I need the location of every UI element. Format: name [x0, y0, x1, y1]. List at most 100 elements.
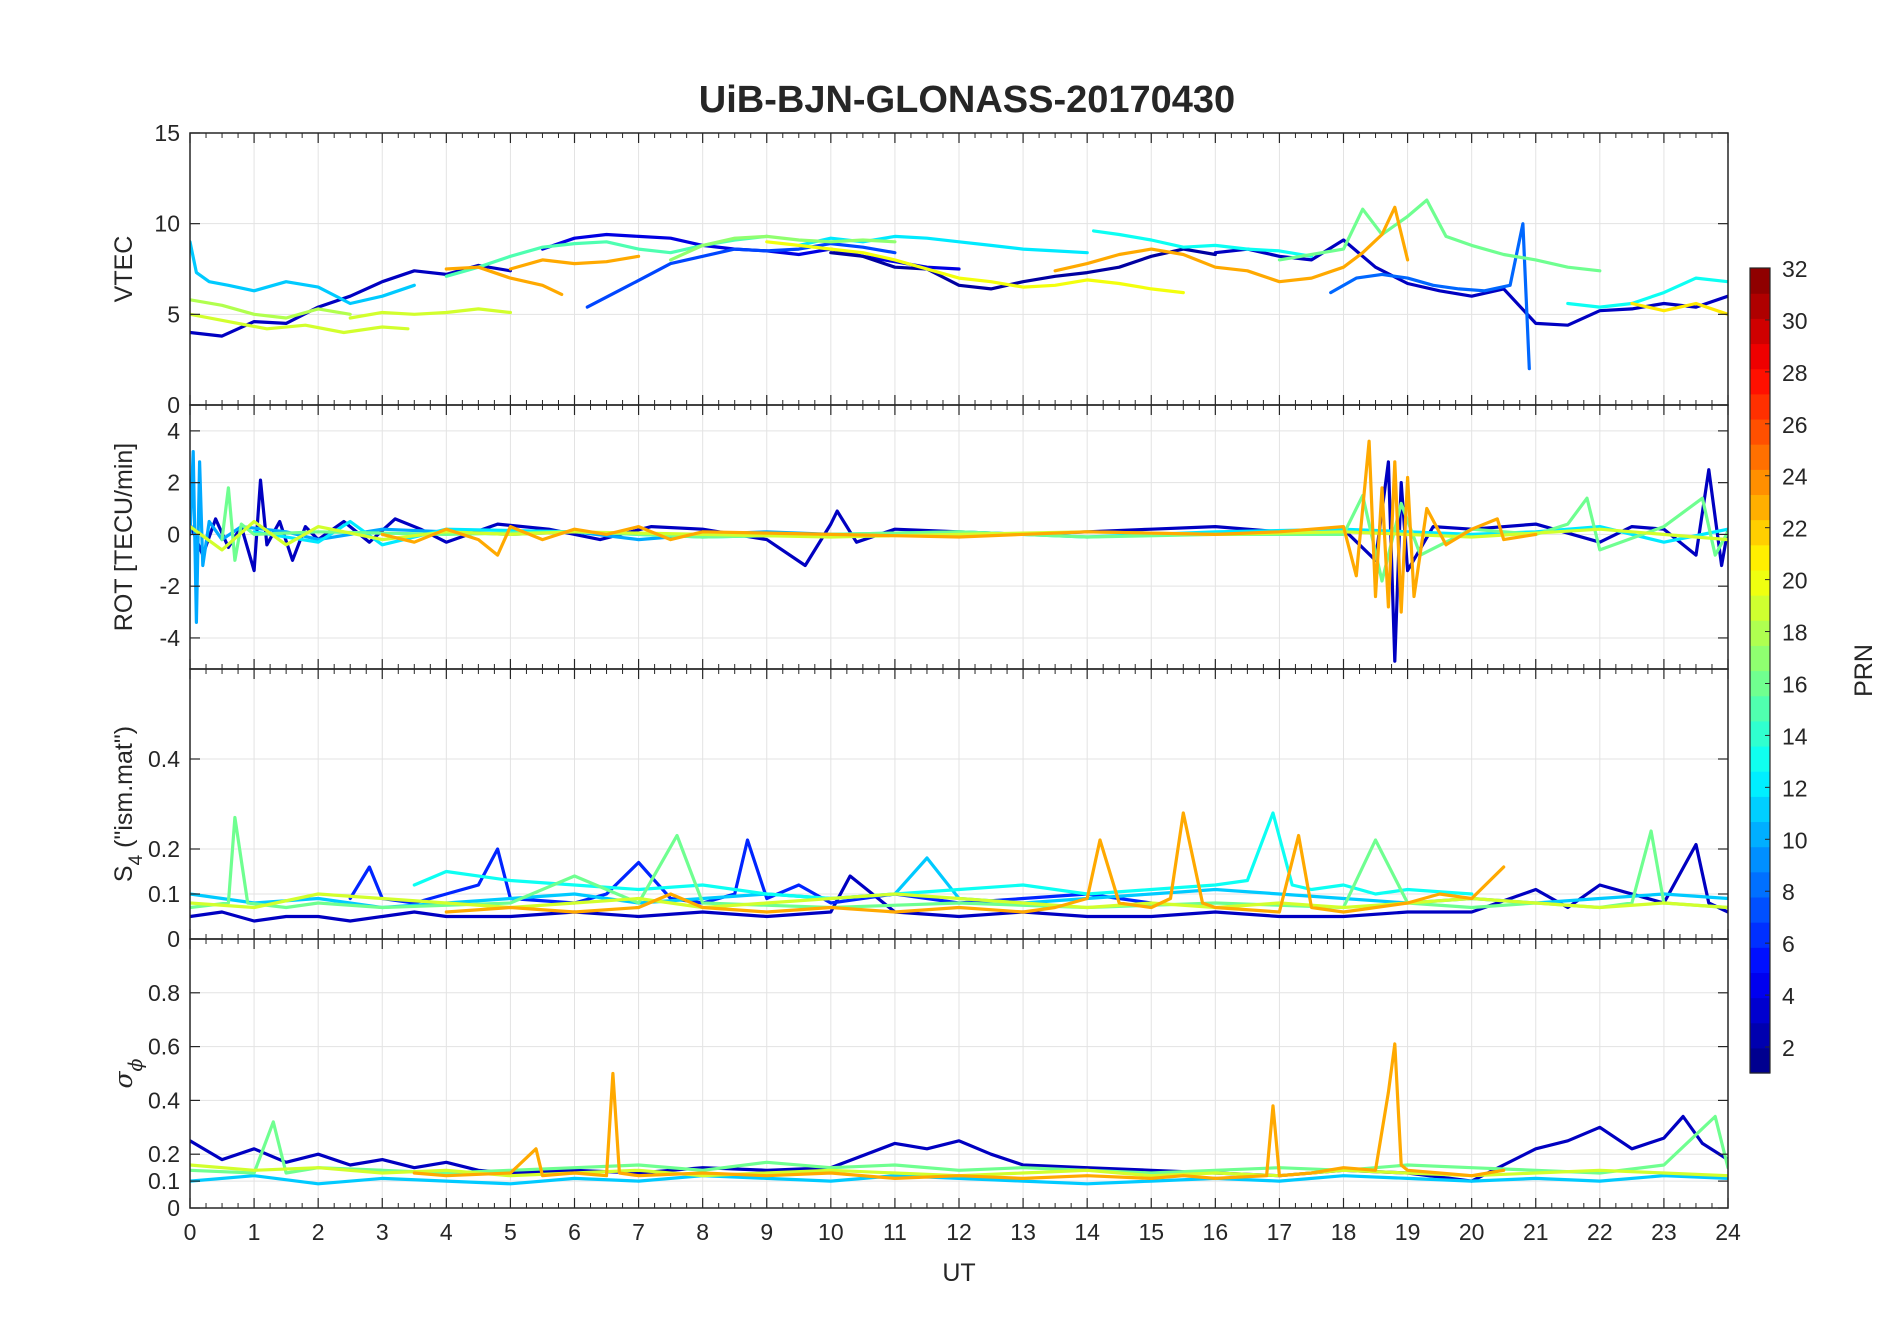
colorbar-swatch	[1750, 393, 1770, 420]
colorbar-box	[1749, 267, 1771, 1074]
series-group	[190, 811, 1728, 923]
series-line-prn-11	[190, 1174, 1728, 1186]
colorbar-tick-label: 12	[1782, 775, 1808, 801]
y-axis-label-main: σ	[109, 1071, 138, 1089]
x-tick-label: 6	[568, 1219, 581, 1245]
series-group	[190, 198, 1728, 371]
colorbar-swatch	[1750, 444, 1770, 470]
y-tick-label: 0.2	[148, 1141, 180, 1167]
colorbar-swatch	[1750, 796, 1770, 823]
y-tick-label: -2	[160, 573, 180, 599]
colorbar-tick-label: 24	[1782, 464, 1808, 490]
series-group	[190, 439, 1728, 663]
x-tick-label: 24	[1715, 1219, 1741, 1245]
series-line-prn-8	[1329, 222, 1531, 371]
colorbar-label: PRN	[1850, 644, 1878, 697]
y-tick-label: 0	[167, 926, 180, 952]
colorbar-tick-label: 16	[1782, 671, 1808, 697]
y-tick-label: 2	[167, 470, 180, 496]
colorbar-swatch	[1750, 871, 1770, 898]
x-tick-label: 7	[632, 1219, 645, 1245]
x-tick-label: 10	[818, 1219, 844, 1245]
series-line-prn-3	[190, 263, 512, 338]
colorbar-swatch	[1750, 494, 1770, 521]
series-line-prn-23	[444, 811, 1506, 914]
y-tick-label: 0.8	[148, 980, 180, 1006]
y-tick-label: 4	[167, 418, 180, 444]
series-line-prn-16	[1277, 198, 1602, 273]
y-axis-label: ROT [TECU/min]	[110, 443, 138, 631]
colorbar-tick-label: 10	[1782, 827, 1808, 853]
series-line-prn-23	[1053, 205, 1410, 284]
colorbar-swatch	[1750, 368, 1770, 395]
series-line-prn-20	[765, 240, 1185, 295]
x-tick-label: 20	[1459, 1219, 1485, 1245]
series-line-prn-23	[412, 1042, 1506, 1180]
series-line-prn-19	[348, 307, 512, 320]
colorbar-tick-label: 30	[1782, 308, 1808, 334]
y-tick-label: 0.1	[148, 1168, 180, 1194]
colorbar-swatch	[1750, 846, 1770, 873]
colorbar-swatch	[1750, 745, 1770, 772]
colorbar-swatch	[1750, 569, 1770, 596]
series-line-prn-13	[1566, 276, 1728, 309]
x-tick-label: 8	[696, 1219, 709, 1245]
y-tick-label: 5	[167, 301, 180, 327]
x-tick-label: 18	[1331, 1219, 1357, 1245]
chart-title: UiB-BJN-GLONASS-20170430	[699, 79, 1235, 121]
colorbar-swatch	[1750, 645, 1770, 672]
colorbar-swatch	[1750, 821, 1770, 848]
colorbar-swatch	[1750, 670, 1770, 697]
y-tick-label: 0	[167, 521, 180, 547]
colorbar-swatch	[1750, 418, 1770, 445]
colorbar-tick-label: 22	[1782, 516, 1808, 542]
colorbar-swatch	[1750, 318, 1770, 345]
y-tick-label: 0.4	[148, 746, 180, 772]
colorbar-swatch	[1750, 343, 1770, 370]
y-tick-label: 0.4	[148, 1087, 180, 1113]
x-tick-label: 9	[760, 1219, 773, 1245]
series-line-prn-16	[220, 486, 1728, 583]
series-line-prn-2	[829, 247, 1217, 291]
x-tick-label: 13	[1010, 1219, 1036, 1245]
colorbar-swatch	[1750, 972, 1770, 999]
series-line-prn-19	[190, 519, 1728, 552]
colorbar-tick-label: 18	[1782, 620, 1808, 646]
colorbar-swatch	[1750, 544, 1770, 571]
series-line-prn-23	[508, 254, 641, 271]
y-tick-label: -4	[160, 625, 181, 651]
colorbar-swatch	[1750, 997, 1770, 1024]
y-axis-label-subscript: ϕ	[125, 1058, 147, 1071]
colorbar-swatch	[1750, 595, 1770, 621]
colorbar-swatch	[1750, 695, 1770, 722]
y-axis-label: σϕ	[109, 1058, 147, 1088]
y-tick-label: 0.6	[148, 1034, 180, 1060]
x-tick-label: 21	[1523, 1219, 1549, 1245]
colorbar-swatch	[1750, 1047, 1770, 1074]
colorbar-swatch	[1750, 896, 1770, 923]
colorbar-tick-label: 28	[1782, 360, 1808, 386]
x-tick-label: 11	[883, 1219, 907, 1245]
x-tick-label: 5	[504, 1219, 517, 1245]
series-line-prn-21	[1630, 301, 1728, 316]
y-axis-label: VTEC	[110, 236, 138, 303]
series-line-prn-23	[444, 265, 564, 296]
x-tick-label: 15	[1138, 1219, 1164, 1245]
colorbar-swatch	[1750, 1022, 1770, 1049]
series-line-prn-3	[190, 1114, 1728, 1183]
x-tick-label: 2	[312, 1219, 325, 1245]
series-line-prn-3	[190, 460, 1728, 663]
colorbar-swatch	[1750, 720, 1770, 747]
colorbar-tick-label: 32	[1782, 256, 1808, 282]
colorbar-swatch	[1750, 268, 1770, 294]
y-tick-label: 0	[167, 392, 180, 418]
colorbar-swatch	[1750, 947, 1770, 973]
colorbar-swatch	[1750, 469, 1770, 496]
colorbar-tick-label: 26	[1782, 412, 1808, 438]
y-tick-label: 0.1	[148, 881, 180, 907]
colorbar-tick-label: 20	[1782, 568, 1808, 594]
